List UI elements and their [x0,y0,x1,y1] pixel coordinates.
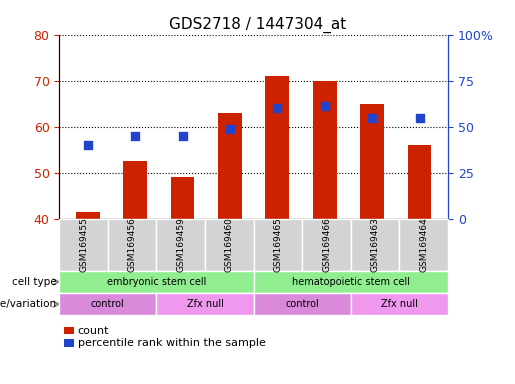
Bar [360,104,384,219]
Bar [408,145,432,219]
Text: GSM169463: GSM169463 [371,217,380,272]
Text: GSM169464: GSM169464 [419,217,428,272]
Text: cell type: cell type [12,277,57,287]
Bar [170,177,194,219]
Bar [76,212,99,219]
Point [83,142,92,148]
Text: control: control [91,299,125,309]
Text: count: count [78,326,109,336]
Bar [218,113,242,219]
Text: Zfx null: Zfx null [186,299,224,309]
Point [416,114,424,121]
Point [273,105,282,111]
Bar [123,161,147,219]
Text: genotype/variation: genotype/variation [0,299,57,309]
Text: GSM169456: GSM169456 [128,217,136,272]
Text: GSM169460: GSM169460 [225,217,234,272]
Text: control: control [285,299,319,309]
Point [178,133,186,139]
Bar [313,81,337,219]
Text: GSM169465: GSM169465 [273,217,282,272]
Point [321,103,329,109]
Point [131,133,139,139]
Text: GSM169459: GSM169459 [176,217,185,272]
Point [226,126,234,132]
Text: hematopoietic stem cell: hematopoietic stem cell [292,277,410,287]
Point [368,114,376,121]
Text: GDS2718 / 1447304_at: GDS2718 / 1447304_at [169,17,346,33]
Text: GSM169455: GSM169455 [79,217,88,272]
Text: GSM169466: GSM169466 [322,217,331,272]
Text: percentile rank within the sample: percentile rank within the sample [78,338,266,348]
Text: Zfx null: Zfx null [381,299,418,309]
Bar [266,76,289,219]
Text: embryonic stem cell: embryonic stem cell [107,277,206,287]
